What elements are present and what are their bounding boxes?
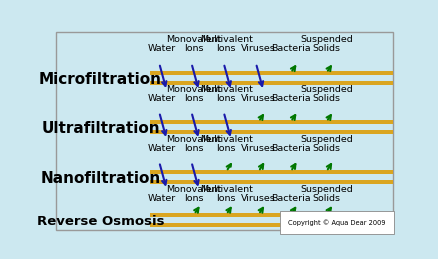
Text: Water: Water: [148, 94, 176, 103]
Text: Viruses: Viruses: [241, 193, 276, 203]
Text: Bacteria: Bacteria: [271, 144, 311, 153]
Bar: [150, 71, 392, 75]
Bar: [150, 120, 392, 124]
Bar: [150, 170, 392, 174]
Text: Water: Water: [148, 144, 176, 153]
Text: Suspended
Solids: Suspended Solids: [300, 185, 353, 203]
Text: Water: Water: [148, 44, 176, 53]
Bar: [150, 223, 392, 227]
Text: Ultrafiltration: Ultrafiltration: [41, 121, 160, 136]
Bar: [150, 213, 392, 217]
Text: Reverse Osmosis: Reverse Osmosis: [37, 215, 164, 228]
Text: Suspended
Solids: Suspended Solids: [300, 35, 353, 53]
Text: Multivalent
Ions: Multivalent Ions: [200, 185, 253, 203]
Text: Viruses: Viruses: [241, 144, 276, 153]
Text: Bacteria: Bacteria: [271, 193, 311, 203]
Text: Microfiltration: Microfiltration: [39, 73, 162, 88]
Text: Copyright © Aqua Dear 2009: Copyright © Aqua Dear 2009: [288, 219, 386, 226]
Text: Monovalent
Ions: Monovalent Ions: [166, 85, 222, 103]
Bar: [150, 180, 392, 184]
Text: Nanofiltration: Nanofiltration: [40, 171, 161, 186]
Text: Suspended
Solids: Suspended Solids: [300, 135, 353, 153]
Text: Monovalent
Ions: Monovalent Ions: [166, 135, 222, 153]
Text: Monovalent
Ions: Monovalent Ions: [166, 35, 222, 53]
Text: Multivalent
Ions: Multivalent Ions: [200, 35, 253, 53]
Bar: [150, 130, 392, 134]
Text: Bacteria: Bacteria: [271, 44, 311, 53]
Text: Bacteria: Bacteria: [271, 94, 311, 103]
Text: Viruses: Viruses: [241, 94, 276, 103]
Text: Monovalent
Ions: Monovalent Ions: [166, 185, 222, 203]
Bar: [150, 81, 392, 85]
Text: Multivalent
Ions: Multivalent Ions: [200, 85, 253, 103]
Text: Suspended
Solids: Suspended Solids: [300, 85, 353, 103]
Text: Multivalent
Ions: Multivalent Ions: [200, 135, 253, 153]
Text: Water: Water: [148, 193, 176, 203]
Text: Viruses: Viruses: [241, 44, 276, 53]
